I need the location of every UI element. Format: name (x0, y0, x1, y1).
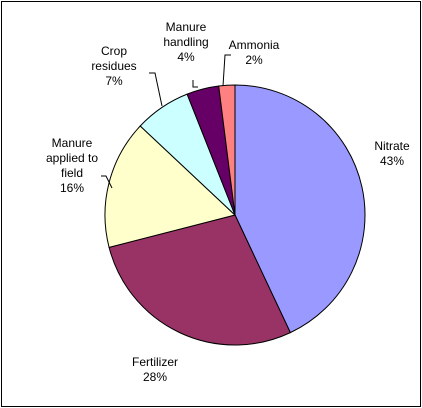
value-label: 28% (142, 370, 168, 384)
pie (104, 84, 366, 346)
slice-label: Ammonia 2% (219, 38, 289, 68)
leader-lines (101, 54, 231, 189)
pie-slice (234, 84, 366, 334)
slice-label: Manure handling 4% (156, 20, 216, 65)
leader-line (101, 175, 113, 189)
category-label: Manure applied to field (45, 136, 99, 180)
value-label: 2% (245, 53, 263, 67)
slice-label: Fertilizer 28% (115, 355, 195, 385)
slice-label: Nitrate 43% (357, 139, 422, 169)
pie-slice (218, 84, 236, 216)
slice-label: Manure applied to field 16% (36, 136, 108, 196)
value-label: 4% (177, 50, 195, 64)
value-label: 7% (105, 74, 123, 88)
category-label: Nitrate (374, 139, 410, 153)
slice-label: Crop residues 7% (84, 44, 144, 89)
category-label: Manure handling (163, 20, 209, 49)
pie-slice (108, 214, 292, 346)
category-label: Crop residues (91, 44, 137, 73)
value-label: 16% (59, 181, 85, 195)
leader-line (192, 80, 198, 88)
category-label: Ammonia (228, 38, 280, 52)
value-label: 43% (379, 154, 405, 168)
category-label: Fertilizer (131, 355, 178, 369)
leader-line (222, 54, 231, 87)
leader-line (149, 72, 163, 107)
